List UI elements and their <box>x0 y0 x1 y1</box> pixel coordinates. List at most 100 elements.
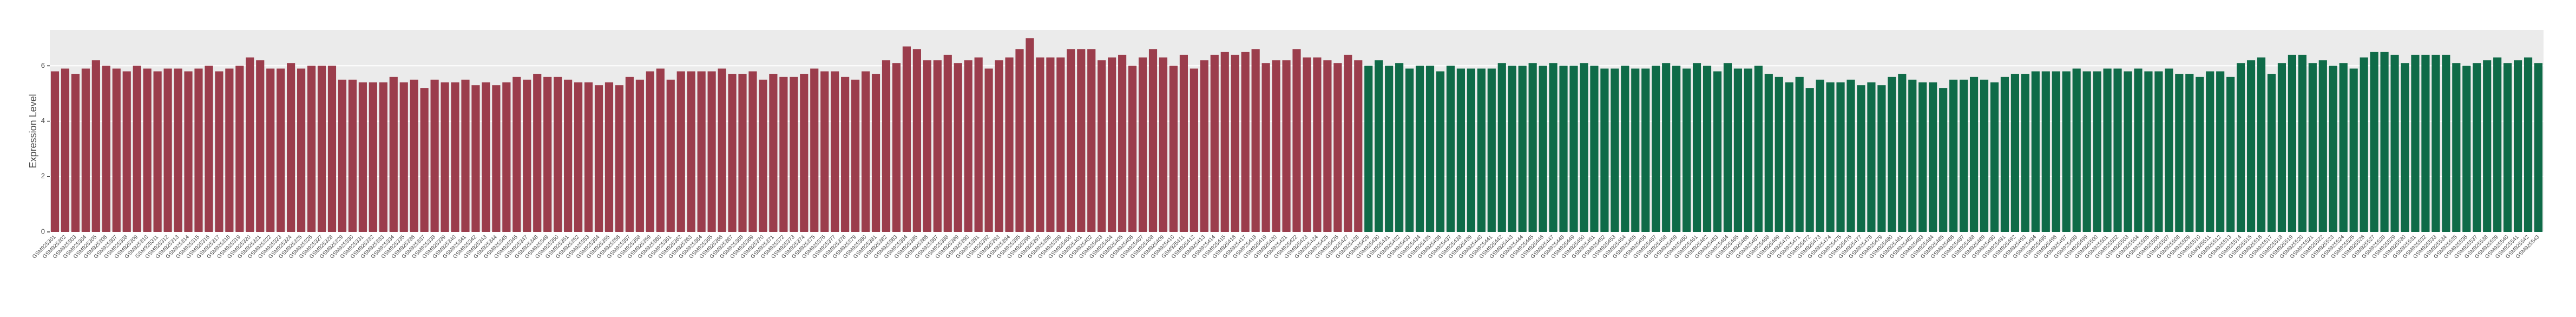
bar <box>1518 66 1527 232</box>
bar <box>194 68 203 232</box>
bar <box>482 82 490 232</box>
bar <box>820 71 829 232</box>
bar <box>2503 63 2512 232</box>
bar <box>266 68 275 232</box>
bar <box>184 71 193 232</box>
bar <box>91 60 100 232</box>
bar <box>2246 60 2256 232</box>
bar <box>687 71 695 232</box>
bar <box>1292 49 1301 232</box>
bar <box>143 68 152 232</box>
bar <box>697 71 706 232</box>
bar <box>1179 54 1188 232</box>
bar <box>2277 63 2286 232</box>
bar <box>1795 76 1804 232</box>
bar <box>2062 71 2071 232</box>
bar <box>1888 76 1896 232</box>
bar <box>1436 71 1445 232</box>
bar <box>790 76 798 232</box>
bar <box>831 71 839 232</box>
bar <box>2000 76 2009 232</box>
bar <box>1621 66 1629 232</box>
bar <box>984 68 993 232</box>
bar <box>1672 66 1681 232</box>
bar <box>2462 66 2471 232</box>
bar <box>1138 57 1147 232</box>
bar <box>1826 82 1835 232</box>
bar <box>317 66 326 232</box>
bar <box>2072 68 2081 232</box>
bar <box>1703 66 1712 232</box>
bar <box>1836 82 1845 232</box>
bar <box>2144 71 2153 232</box>
bar <box>1960 79 1968 232</box>
bar <box>1949 79 1958 232</box>
bar <box>420 88 429 232</box>
bar <box>1159 57 1168 232</box>
bar <box>912 49 921 232</box>
bar <box>604 82 614 232</box>
bar <box>1118 54 1127 232</box>
bar <box>338 79 347 232</box>
bar <box>1908 79 1917 232</box>
bar <box>554 76 562 232</box>
bar <box>892 63 901 232</box>
bar <box>2514 60 2522 232</box>
bar <box>1867 82 1876 232</box>
bar <box>656 68 665 232</box>
bar <box>71 74 80 232</box>
bar <box>1251 49 1260 232</box>
bar <box>348 79 357 232</box>
bar <box>1190 68 1198 232</box>
bar <box>2380 51 2389 232</box>
bar <box>1046 57 1055 232</box>
bar <box>533 74 542 232</box>
bar <box>492 85 501 232</box>
bar <box>718 68 726 232</box>
bar <box>1590 66 1599 232</box>
bar <box>1580 63 1588 232</box>
bar <box>2206 71 2214 232</box>
bar <box>954 63 962 232</box>
bar <box>728 74 737 232</box>
bar <box>1169 66 1178 232</box>
bar <box>1549 63 1558 232</box>
bar <box>2298 54 2306 232</box>
bar <box>882 60 891 232</box>
bar <box>594 85 603 232</box>
bar <box>2421 54 2430 232</box>
bar <box>2349 68 2358 232</box>
bar <box>1559 66 1568 232</box>
bar <box>1990 82 1999 232</box>
bar <box>676 71 685 232</box>
bar <box>1323 60 1332 232</box>
bar <box>225 68 234 232</box>
bar <box>1272 60 1280 232</box>
bar <box>1846 79 1855 232</box>
y-tick-label: 2 <box>41 172 45 180</box>
bar <box>615 85 624 232</box>
bar <box>1929 82 1937 232</box>
bar <box>2318 60 2327 232</box>
bar <box>1980 79 1989 232</box>
bar <box>1539 66 1547 232</box>
bar <box>851 79 860 232</box>
bar <box>2216 71 2225 232</box>
bar <box>564 79 573 232</box>
bar <box>2134 68 2143 232</box>
bar <box>163 68 172 232</box>
bar <box>2288 54 2296 232</box>
bar <box>327 66 337 232</box>
bar <box>1077 49 1086 232</box>
bar <box>215 71 224 232</box>
bar <box>1692 63 1701 232</box>
bar <box>707 71 716 232</box>
bar <box>1918 82 1927 232</box>
bar <box>153 71 162 232</box>
bar <box>1087 49 1096 232</box>
bar <box>841 76 850 232</box>
bar <box>1313 57 1322 232</box>
bar <box>2534 63 2543 232</box>
bar <box>389 76 398 232</box>
